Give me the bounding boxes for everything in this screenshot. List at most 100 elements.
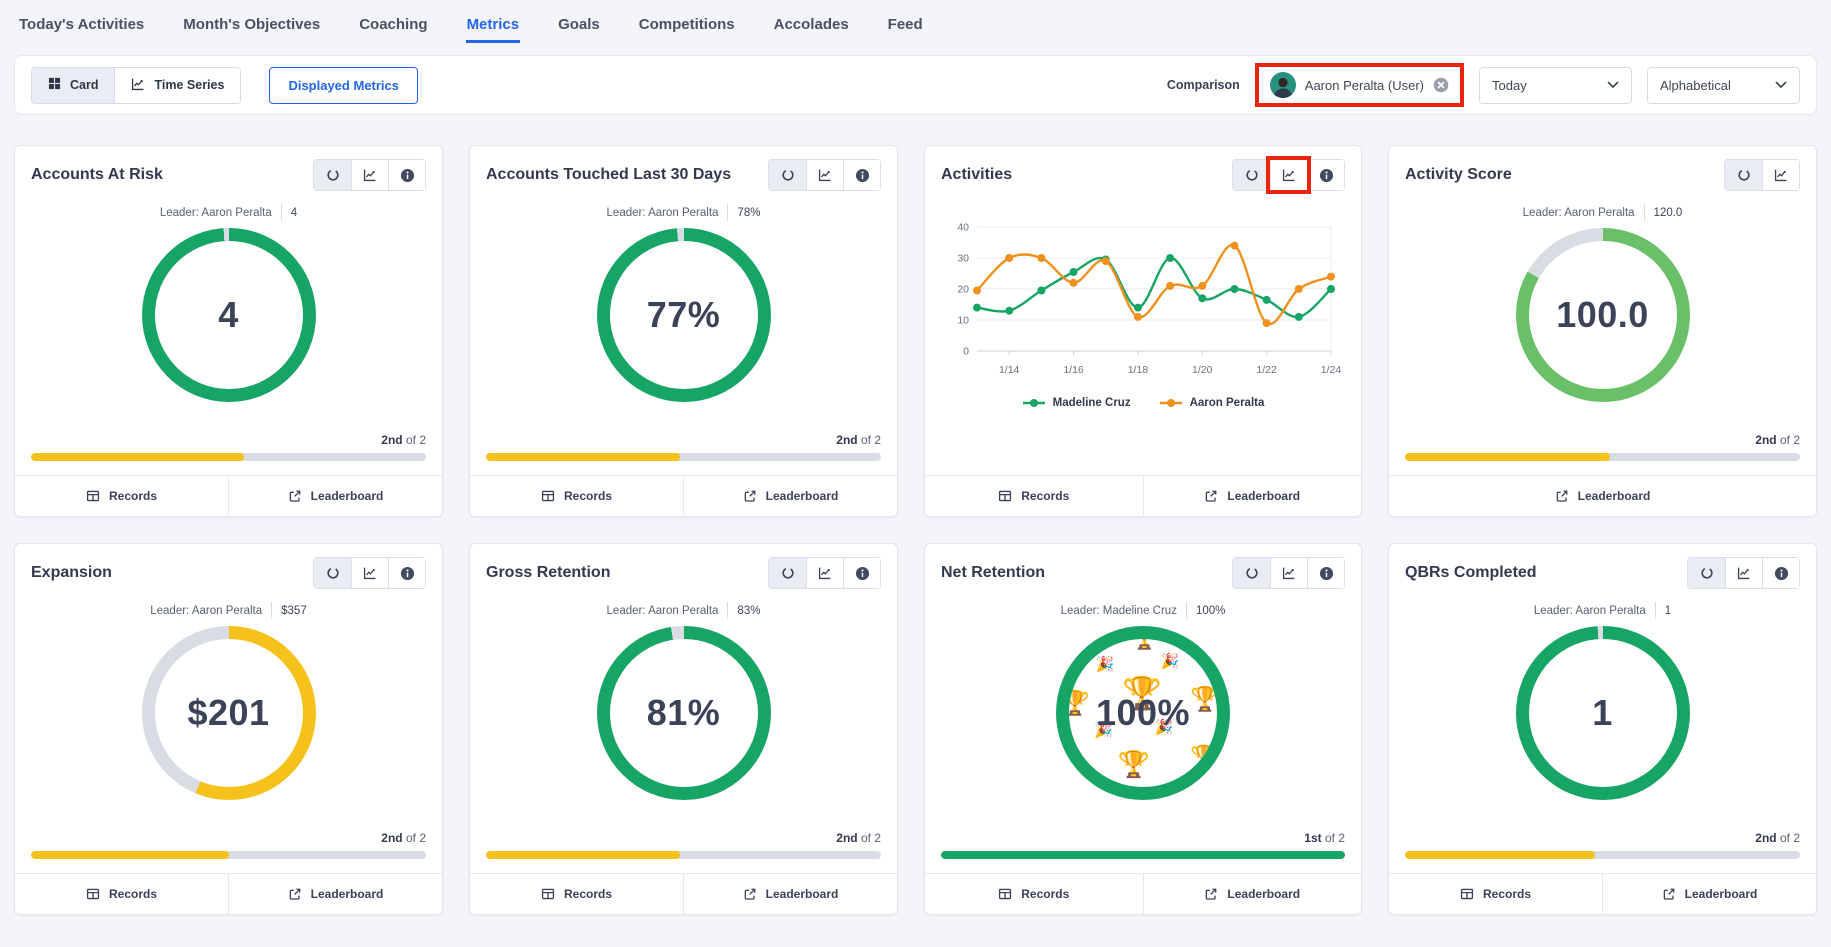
records-button[interactable]: Records: [470, 874, 683, 914]
nav-tab-month-s-objectives[interactable]: Month's Objectives: [183, 16, 321, 33]
progress-fill: [31, 851, 229, 859]
sort-select[interactable]: Alphabetical: [1647, 66, 1800, 104]
line-chart-view-button[interactable]: [1270, 558, 1307, 588]
leaderboard-label: Leaderboard: [310, 489, 384, 503]
metric-value: 1: [1592, 692, 1613, 733]
info-button[interactable]: [843, 160, 880, 190]
records-button[interactable]: Records: [925, 476, 1143, 516]
legend-marker: [1159, 399, 1182, 407]
nav-tab-accolades[interactable]: Accolades: [773, 16, 849, 33]
displayed-metrics-button[interactable]: Displayed Metrics: [269, 66, 418, 104]
nav-tab-competitions[interactable]: Competitions: [638, 16, 735, 33]
leaderboard-button[interactable]: Leaderboard: [1602, 874, 1816, 914]
line-chart-view-button[interactable]: [1762, 160, 1799, 190]
leaderboard-button[interactable]: Leaderboard: [228, 476, 442, 516]
nav-tab-feed[interactable]: Feed: [887, 16, 923, 33]
activities-line-chart: 0 10 20 30 40 1/14 1/16 1/18 1/20 1/22 1/24: [957, 222, 1341, 377]
metric-card: Activity Score Leader: Aaron Peralta 120…: [1388, 145, 1817, 517]
close-icon[interactable]: [1433, 77, 1449, 93]
leaderboard-button[interactable]: Leaderboard: [683, 476, 897, 516]
leaderboard-label: Leaderboard: [1577, 489, 1651, 503]
table-icon: [86, 489, 100, 503]
svg-text:1/14: 1/14: [999, 364, 1020, 376]
donut-icon: [1245, 566, 1259, 580]
external-link-icon: [288, 887, 302, 901]
records-label: Records: [108, 489, 158, 503]
chevron-down-icon: [1775, 81, 1787, 89]
donut-view-button[interactable]: [314, 160, 351, 190]
donut-view-button[interactable]: [1233, 558, 1270, 588]
metric-card: Gross Retention Leader: Aaron Peralta 83…: [469, 543, 898, 915]
top-nav: Today's Activities Month's Objectives Coac…: [0, 6, 1831, 43]
donut-view-button[interactable]: [1725, 160, 1762, 190]
external-link-icon: [1555, 489, 1569, 503]
card-header: QBRs Completed: [1389, 544, 1816, 589]
records-button[interactable]: Records: [15, 874, 228, 914]
donut-icon: [1700, 566, 1714, 580]
leaderboard-button[interactable]: Leaderboard: [1389, 476, 1816, 516]
card-view-icon-group: [768, 557, 881, 589]
leaderboard-button[interactable]: Leaderboard: [1142, 476, 1361, 516]
records-button[interactable]: Records: [470, 476, 683, 516]
card-view-icon-group: [1232, 156, 1345, 194]
trophy-emoji: 🏆: [1117, 749, 1151, 780]
legend-label: Aaron Peralta: [1189, 397, 1265, 409]
nav-tab-goals[interactable]: Goals: [558, 16, 600, 33]
donut-icon: [1737, 168, 1751, 182]
leader-label: Leader: Aaron Peralta: [159, 206, 272, 219]
time-series-view-tab[interactable]: Time Series: [114, 67, 241, 103]
table-icon: [998, 489, 1012, 503]
leader-row: Leader: Aaron Peralta 78%: [486, 204, 881, 221]
metric-card: QBRs Completed Leader: Aaron Peralta 1 1…: [1388, 543, 1817, 915]
chevron-down-icon: [1607, 81, 1619, 89]
nav-tab-coaching[interactable]: Coaching: [359, 16, 428, 33]
chart-legend: Madeline Cruz Aaron Peralta: [1022, 397, 1265, 409]
info-button[interactable]: [388, 160, 425, 190]
card-footer: Records Leaderboard: [1389, 873, 1816, 914]
donut-view-button[interactable]: [769, 558, 806, 588]
card-header: Activities: [925, 146, 1361, 194]
info-button[interactable]: [388, 558, 425, 588]
card-view-icon-group: [313, 159, 426, 191]
info-button[interactable]: [843, 558, 880, 588]
comparison-user-chip[interactable]: Aaron Peralta (User): [1260, 69, 1458, 101]
line-chart-view-button[interactable]: [806, 160, 843, 190]
line-chart-view-button[interactable]: [1266, 156, 1311, 194]
line-chart-view-button[interactable]: [806, 558, 843, 588]
donut-icon: [326, 566, 340, 580]
info-button[interactable]: [1307, 160, 1344, 190]
info-button[interactable]: [1762, 558, 1799, 588]
progress-fill: [1405, 851, 1595, 859]
rank-of: of 2: [1779, 433, 1800, 447]
line-chart-view-button[interactable]: [351, 160, 388, 190]
donut-view-button[interactable]: [314, 558, 351, 588]
leaderboard-button[interactable]: Leaderboard: [228, 874, 442, 914]
donut-view-button[interactable]: [1233, 160, 1270, 190]
records-button[interactable]: Records: [15, 476, 228, 516]
trophy-emoji: 🏆: [1122, 675, 1163, 712]
card-view-label: Card: [70, 78, 99, 92]
card-footer: Records Leaderboard: [470, 873, 897, 914]
donut-gauge: 1: [1515, 626, 1690, 800]
period-select[interactable]: Today: [1479, 66, 1632, 104]
card-view-tab[interactable]: Card: [32, 67, 115, 103]
nav-tab-metrics[interactable]: Metrics: [465, 6, 521, 43]
donut-view-button[interactable]: [769, 160, 806, 190]
info-button[interactable]: [1307, 558, 1344, 588]
leaderboard-button[interactable]: Leaderboard: [1142, 874, 1361, 914]
rank-text: 2nd of 2: [381, 433, 426, 447]
rank-position: 2nd: [836, 831, 858, 845]
metric-value: 100.0: [1556, 294, 1649, 335]
svg-text:0: 0: [963, 346, 969, 358]
nav-tab-today-s-activities[interactable]: Today's Activities: [19, 16, 145, 33]
records-button[interactable]: Records: [1389, 874, 1602, 914]
comparison-label: Comparison: [1166, 78, 1240, 92]
leaderboard-label: Leaderboard: [1684, 887, 1758, 901]
donut-view-button[interactable]: [1688, 558, 1725, 588]
records-button[interactable]: Records: [925, 874, 1143, 914]
card-footer: Leaderboard: [1389, 475, 1816, 516]
line-chart-view-button[interactable]: [1725, 558, 1762, 588]
leaderboard-button[interactable]: Leaderboard: [683, 874, 897, 914]
line-chart-view-button[interactable]: [351, 558, 388, 588]
trophy-emoji: 🏆: [1130, 639, 1160, 650]
